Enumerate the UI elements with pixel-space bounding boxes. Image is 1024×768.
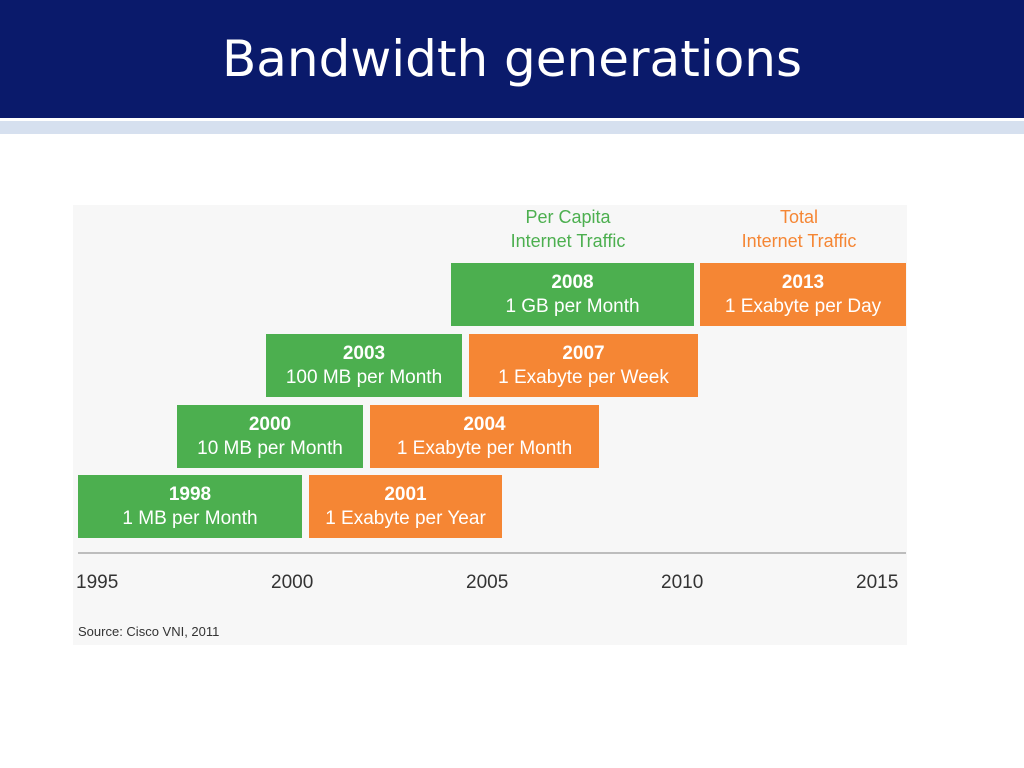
x-tick-1995: 1995: [76, 572, 119, 593]
x-tick-2000: 2000: [271, 572, 314, 593]
per-capita-block-2000: 2000 10 MB per Month: [177, 405, 363, 468]
total-traffic-block-2004: 2004 1 Exabyte per Month: [370, 405, 599, 468]
x-tick-2015: 2015: [856, 572, 899, 593]
block-amount: 1 Exabyte per Month: [396, 438, 573, 459]
per-capita-header-line2: Internet Traffic: [510, 231, 626, 251]
total-traffic-block-2013: 2013 1 Exabyte per Day: [700, 263, 906, 326]
block-year: 2001: [384, 484, 427, 505]
total-traffic-header-line1: Total: [779, 207, 819, 227]
total-traffic-block-2007: 2007 1 Exabyte per Week: [469, 334, 698, 397]
per-capita-header: Per Capita Internet Traffic: [478, 205, 658, 253]
timeline-axis: [78, 552, 906, 554]
block-amount: 1 Exabyte per Year: [325, 508, 486, 529]
per-capita-header-line1: Per Capita: [525, 207, 611, 227]
per-capita-block-2008: 2008 1 GB per Month: [451, 263, 694, 326]
title-divider: [0, 118, 1024, 134]
block-year: 2007: [562, 343, 605, 364]
title-bar: [0, 0, 1024, 118]
per-capita-block-2003: 2003 100 MB per Month: [266, 334, 462, 397]
block-amount: 1 Exabyte per Day: [724, 296, 882, 317]
x-tick-2010: 2010: [661, 572, 704, 593]
block-amount: 1 GB per Month: [505, 296, 640, 317]
block-amount: 1 MB per Month: [122, 508, 258, 529]
title-divider-highlight: [0, 118, 1024, 121]
total-traffic-header-line2: Internet Traffic: [741, 231, 857, 251]
per-capita-block-1998: 1998 1 MB per Month: [78, 475, 302, 538]
total-traffic-block-2001: 2001 1 Exabyte per Year: [309, 475, 502, 538]
total-traffic-header: Total Internet Traffic: [706, 205, 892, 253]
slide-title: Bandwidth generations: [221, 30, 803, 88]
block-amount: 100 MB per Month: [285, 367, 443, 388]
block-year: 2008: [551, 272, 594, 293]
block-year: 2004: [463, 414, 506, 435]
source-note: Source: Cisco VNI, 2011: [78, 624, 220, 639]
block-amount: 1 Exabyte per Week: [498, 367, 669, 388]
block-year: 2000: [248, 414, 292, 435]
block-year: 1998: [168, 484, 212, 505]
block-year: 2003: [342, 343, 386, 364]
block-year: 2013: [781, 272, 825, 293]
x-tick-2005: 2005: [466, 572, 509, 593]
block-amount: 10 MB per Month: [197, 438, 343, 459]
